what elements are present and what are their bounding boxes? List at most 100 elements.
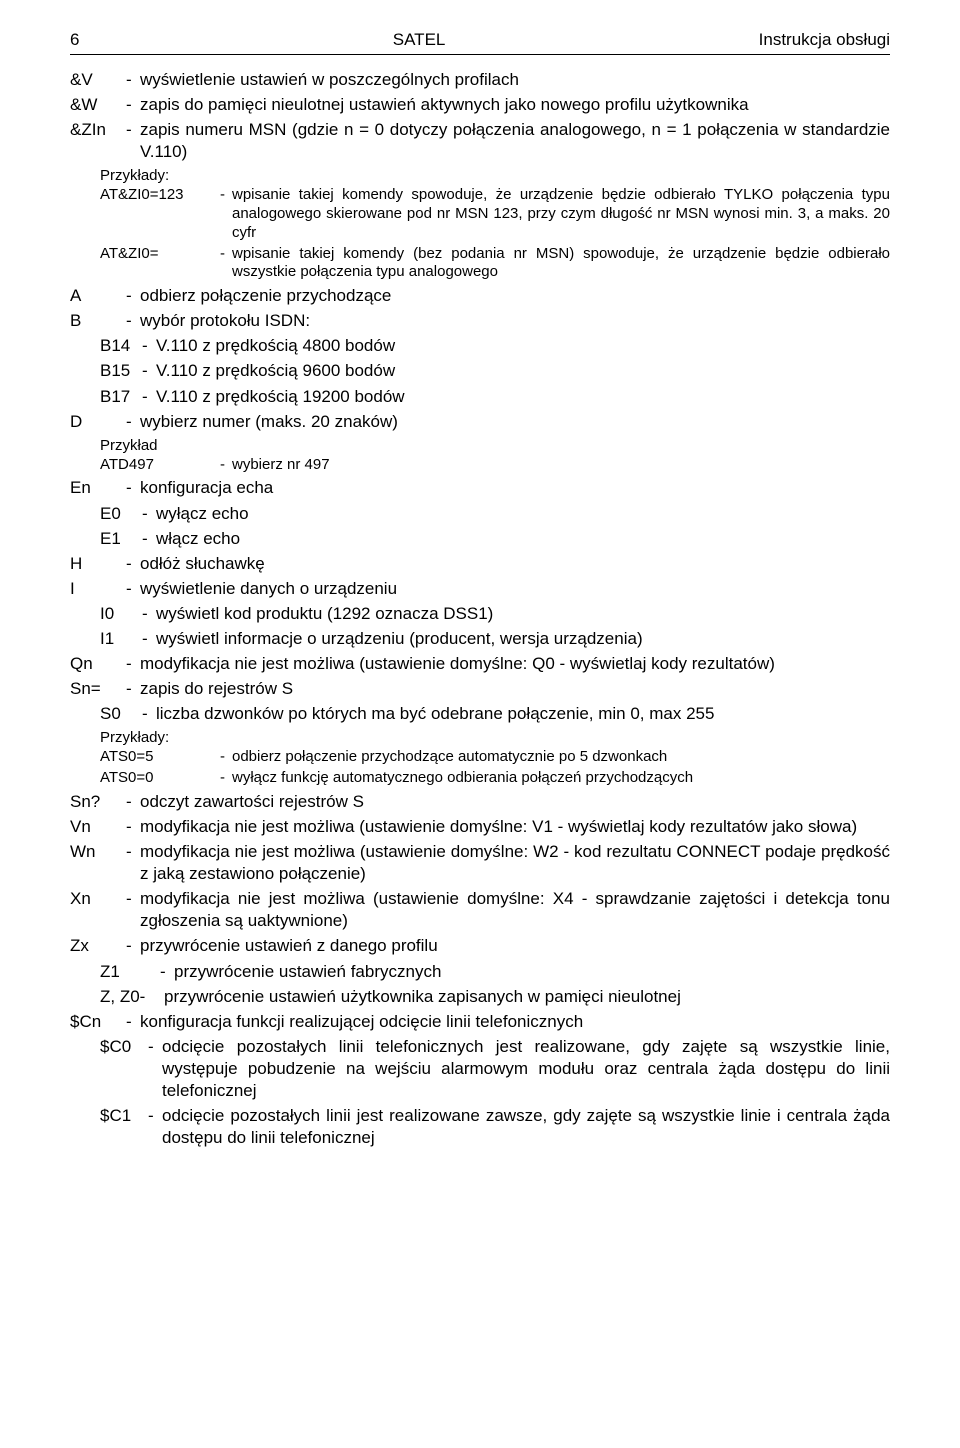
dash: - — [220, 456, 232, 475]
val-zx: przywrócenie ustawień z danego profilu — [140, 935, 890, 957]
dash: - — [142, 335, 156, 357]
val-xn: modyfikacja nie jest możliwa (ustawienie… — [140, 888, 890, 932]
key-i1: I1 — [100, 628, 142, 650]
entry-i: I - wyświetlenie danych o urządzeniu — [70, 578, 890, 600]
dash: - — [142, 703, 156, 725]
val-i1: wyświetl informacje o urządzeniu (produc… — [156, 628, 890, 650]
key-vn: Vn — [70, 816, 126, 838]
val-e0: wyłącz echo — [156, 503, 890, 525]
val-w: zapis do pamięci nieulotnej ustawień akt… — [140, 94, 890, 116]
entry-w: &W - zapis do pamięci nieulotnej ustawie… — [70, 94, 890, 116]
entry-c0: $C0 - odcięcie pozostałych linii telefon… — [100, 1036, 890, 1102]
val-b14: V.110 z prędkością 4800 bodów — [156, 335, 890, 357]
dash: - — [126, 816, 140, 838]
entry-qn: Qn - modyfikacja nie jest możliwa (ustaw… — [70, 653, 890, 675]
val-i0: wyświetl kod produktu (1292 oznacza DSS1… — [156, 603, 890, 625]
entry-i0: I0 - wyświetl kod produktu (1292 oznacza… — [100, 603, 890, 625]
example-1a: AT&ZI0=123 - wpisanie takiej komendy spo… — [100, 186, 890, 242]
entry-b15: B15 - V.110 z prędkością 9600 bodów — [100, 360, 890, 382]
val-b17: V.110 z prędkością 19200 bodów — [156, 386, 890, 408]
key-b: B — [70, 310, 126, 332]
val-zz0: przywrócenie ustawień użytkownika zapisa… — [164, 986, 890, 1008]
example-3a: ATS0=5 - odbierz połączenie przychodzące… — [100, 748, 890, 767]
dash: - — [126, 553, 140, 575]
entry-sn: Sn= - zapis do rejestrów S — [70, 678, 890, 700]
val-c0: odcięcie pozostałych linii telefonicznyc… — [162, 1036, 890, 1102]
val-cn: konfiguracja funkcji realizującej odcięc… — [140, 1011, 890, 1033]
dash: - — [126, 69, 140, 91]
example-1b-val: wpisanie takiej komendy (bez podania nr … — [232, 245, 890, 283]
key-v: &V — [70, 69, 126, 91]
key-zz0: Z, Z0- — [100, 986, 160, 1008]
entry-zin: &ZIn - zapis numeru MSN (gdzie n = 0 dot… — [70, 119, 890, 163]
entry-vn: Vn - modyfikacja nie jest możliwa (ustaw… — [70, 816, 890, 838]
key-sn: Sn= — [70, 678, 126, 700]
dash: - — [148, 1105, 162, 1149]
dash: - — [220, 245, 232, 283]
val-vn: modyfikacja nie jest możliwa (ustawienie… — [140, 816, 890, 838]
dash: - — [126, 285, 140, 307]
key-b15: B15 — [100, 360, 142, 382]
key-zx: Zx — [70, 935, 126, 957]
val-b: wybór protokołu ISDN: — [140, 310, 890, 332]
example-2a: ATD497 - wybierz nr 497 — [100, 456, 890, 475]
example-1a-key: AT&ZI0=123 — [100, 186, 220, 242]
entry-d: D - wybierz numer (maks. 20 znaków) — [70, 411, 890, 433]
dash: - — [142, 386, 156, 408]
entry-wn: Wn - modyfikacja nie jest możliwa (ustaw… — [70, 841, 890, 885]
key-d: D — [70, 411, 126, 433]
entry-b17: B17 - V.110 z prędkością 19200 bodów — [100, 386, 890, 408]
dash: - — [160, 961, 174, 983]
val-sn: zapis do rejestrów S — [140, 678, 890, 700]
header-center: SATEL — [393, 30, 446, 50]
key-z1: Z1 — [100, 961, 160, 983]
key-e0: E0 — [100, 503, 142, 525]
val-en: konfiguracja echa — [140, 477, 890, 499]
key-a: A — [70, 285, 126, 307]
val-d: wybierz numer (maks. 20 znaków) — [140, 411, 890, 433]
entry-b14: B14 - V.110 z prędkością 4800 bodów — [100, 335, 890, 357]
key-qn: Qn — [70, 653, 126, 675]
key-cn: $Cn — [70, 1011, 126, 1033]
val-s0: liczba dzwonków po których ma być odebra… — [156, 703, 890, 725]
key-snq: Sn? — [70, 791, 126, 813]
entry-snq: Sn? - odczyt zawartości rejestrów S — [70, 791, 890, 813]
val-z1: przywrócenie ustawień fabrycznych — [174, 961, 890, 983]
entry-b: B - wybór protokołu ISDN: — [70, 310, 890, 332]
val-c1: odcięcie pozostałych linii jest realizow… — [162, 1105, 890, 1149]
example-label-3: Przykłady: — [100, 729, 890, 746]
dash: - — [126, 94, 140, 116]
dash: - — [142, 503, 156, 525]
key-i: I — [70, 578, 126, 600]
key-b14: B14 — [100, 335, 142, 357]
entry-z1: Z1 - przywrócenie ustawień fabrycznych — [100, 961, 890, 983]
example-3a-val: odbierz połączenie przychodzące automaty… — [232, 748, 890, 767]
entry-xn: Xn - modyfikacja nie jest możliwa (ustaw… — [70, 888, 890, 932]
header-right: Instrukcja obsługi — [759, 30, 890, 50]
key-s0: S0 — [100, 703, 142, 725]
dash: - — [126, 678, 140, 700]
key-c1: $C1 — [100, 1105, 148, 1149]
example-2a-key: ATD497 — [100, 456, 220, 475]
val-e1: włącz echo — [156, 528, 890, 550]
dash: - — [142, 603, 156, 625]
key-h: H — [70, 553, 126, 575]
val-a: odbierz połączenie przychodzące — [140, 285, 890, 307]
entry-c1: $C1 - odcięcie pozostałych linii jest re… — [100, 1105, 890, 1149]
key-e1: E1 — [100, 528, 142, 550]
dash: - — [220, 769, 232, 788]
example-1b-key: AT&ZI0= — [100, 245, 220, 283]
example-1b: AT&ZI0= - wpisanie takiej komendy (bez p… — [100, 245, 890, 283]
example-label-2: Przykład — [100, 437, 890, 454]
dash: - — [126, 578, 140, 600]
dash: - — [126, 791, 140, 813]
key-xn: Xn — [70, 888, 126, 932]
entry-e0: E0 - wyłącz echo — [100, 503, 890, 525]
dash: - — [126, 935, 140, 957]
dash: - — [126, 1011, 140, 1033]
key-c0: $C0 — [100, 1036, 148, 1102]
key-w: &W — [70, 94, 126, 116]
example-3b-key: ATS0=0 — [100, 769, 220, 788]
dash: - — [126, 653, 140, 675]
key-zin: &ZIn — [70, 119, 126, 163]
